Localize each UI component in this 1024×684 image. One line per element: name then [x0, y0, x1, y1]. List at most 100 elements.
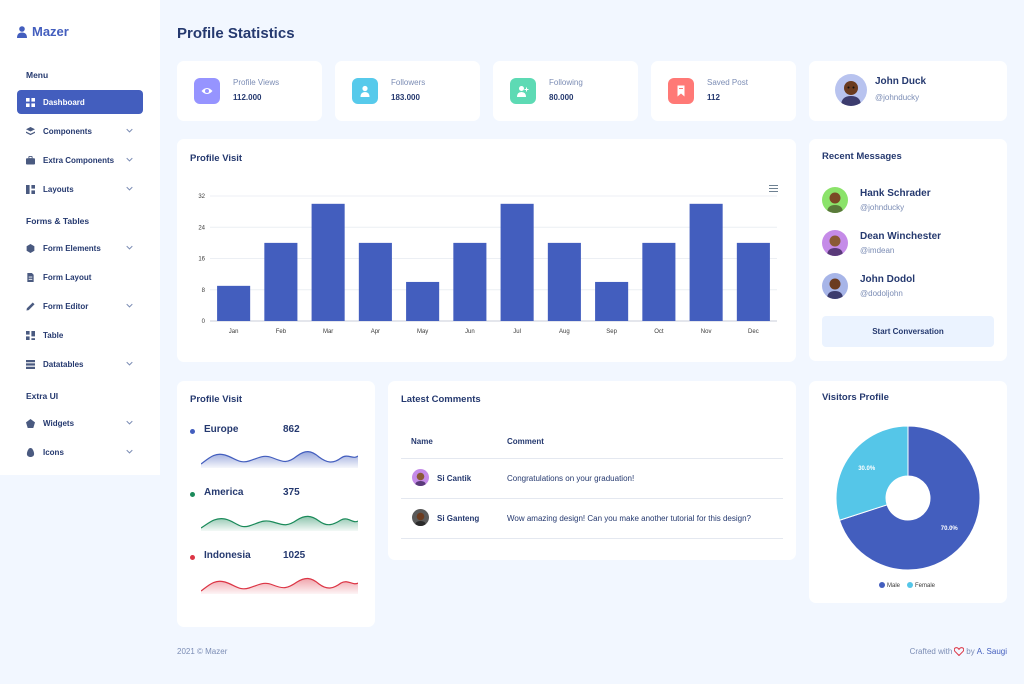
x-tick-label: Mar — [323, 329, 333, 335]
avatar — [822, 273, 848, 299]
sidebar-item-table[interactable]: Table — [17, 323, 143, 347]
sidebar-item-label: Components — [43, 126, 92, 136]
footer-author-link[interactable]: A. Saugi — [976, 647, 1007, 656]
region-visits-title: Profile Visit — [190, 394, 243, 405]
stat-value: 112 — [707, 93, 720, 102]
pie-slice — [838, 425, 981, 571]
sidebar-item-icons[interactable]: Icons — [17, 440, 143, 464]
y-tick-label: 8 — [202, 288, 206, 294]
sidebar-item-form-elements[interactable]: Form Elements — [17, 236, 143, 260]
bar — [547, 242, 581, 321]
profile-visit-chart-card: Profile Visit 0 8 16 24 32 Jan Feb Mar Apr May Jun… — [177, 139, 796, 362]
footer-crafted-text: Crafted with — [909, 647, 953, 656]
chevron-down-icon — [126, 245, 133, 250]
sidebar-item-label: Form Elements — [43, 243, 101, 253]
message-sender-name[interactable]: John Dodol — [860, 274, 915, 285]
slice-value-label: 70.0% — [941, 526, 959, 532]
sidebar-section-forms: Forms & Tables — [26, 216, 90, 226]
message-sender-name[interactable]: Hank Schrader — [860, 188, 931, 199]
sidebar-item-datatables[interactable]: Datatables — [17, 352, 143, 376]
eye-icon — [194, 78, 220, 104]
bar — [453, 242, 487, 321]
stat-value: 112.000 — [233, 93, 262, 102]
legend-label: Male — [887, 583, 901, 589]
chevron-down-icon — [126, 186, 133, 191]
profile-card[interactable]: John Duck @johnducky — [809, 61, 1007, 121]
legend-marker — [879, 582, 885, 588]
x-tick-label: Aug — [559, 329, 570, 335]
column-header-name: Name — [411, 437, 433, 446]
pie-slice — [835, 425, 909, 521]
comment-author: Si Ganteng — [437, 514, 480, 523]
x-tick-label: May — [417, 329, 428, 335]
dot-icon — [190, 429, 195, 434]
sidebar-item-label: Dashboard — [43, 97, 85, 107]
brand-name: Mazer — [32, 24, 69, 39]
sidebar: Mazer Menu Dashboard Components Extra Co… — [0, 0, 160, 475]
chevron-down-icon — [126, 449, 133, 454]
sidebar-item-label: Layouts — [43, 184, 74, 194]
profile-name: John Duck — [875, 76, 927, 87]
footer-credits: Crafted with by A. Saugi — [910, 647, 1007, 656]
user-icon — [352, 78, 378, 104]
stat-label: Saved Post — [707, 78, 748, 87]
stat-label: Following — [549, 78, 583, 87]
pentagon-icon — [26, 418, 35, 428]
profile-handle: @johnducky — [875, 93, 920, 102]
region-name: America — [204, 487, 244, 498]
chevron-down-icon — [126, 128, 133, 133]
sidebar-section-extra-ui: Extra UI — [26, 391, 59, 401]
region-name: Indonesia — [204, 550, 251, 561]
divider — [401, 538, 783, 539]
sidebar-item-layouts[interactable]: Layouts — [17, 177, 143, 201]
avatar — [822, 187, 848, 213]
page-title: Profile Statistics — [177, 25, 295, 42]
sparkline-indonesia — [201, 577, 358, 594]
region-name: Europe — [204, 424, 239, 435]
sidebar-item-form-layout[interactable]: Form Layout — [17, 265, 143, 289]
sidebar-item-dashboard[interactable]: Dashboard — [17, 90, 143, 114]
sidebar-item-form-editor[interactable]: Form Editor — [17, 294, 143, 318]
x-tick-label: Nov — [701, 329, 712, 335]
stat-card-following: Following 80.000 — [493, 61, 638, 121]
stat-label: Profile Views — [233, 78, 280, 87]
comment-author: Si Cantik — [437, 474, 472, 483]
dot-icon — [190, 555, 195, 560]
sidebar-item-extra-components[interactable]: Extra Components — [17, 148, 143, 172]
avatar — [412, 469, 429, 486]
user-logo-icon — [17, 25, 27, 38]
bar — [311, 203, 345, 321]
x-tick-label: Oct — [654, 329, 664, 335]
x-tick-label: Dec — [748, 329, 759, 335]
sidebar-item-label: Extra Components — [43, 155, 115, 165]
sidebar-item-widgets[interactable]: Widgets — [17, 411, 143, 435]
x-tick-label: Jul — [513, 329, 521, 335]
comment-text: Congratulations on your graduation! — [507, 474, 635, 483]
start-conversation-button[interactable]: Start Conversation — [822, 316, 994, 347]
bar — [736, 242, 770, 321]
hexagon-icon — [26, 243, 35, 253]
sidebar-item-label: Table — [43, 330, 64, 340]
region-visits-card: Profile Visit Europe 862 America 375 Ind… — [177, 381, 375, 627]
dot-icon — [190, 492, 195, 497]
visitors-profile-card: Visitors Profile 70.0% 30.0% Male Female — [809, 381, 1007, 603]
datatable-icon — [26, 359, 35, 369]
hamburger-icon[interactable] — [769, 185, 779, 193]
brand-logo[interactable]: Mazer — [17, 24, 69, 39]
x-tick-label: Feb — [276, 329, 287, 335]
message-sender-name[interactable]: Dean Winchester — [860, 231, 942, 242]
recent-messages-card: Recent Messages Hank Schrader @johnducky… — [809, 139, 1007, 361]
footer-copyright: 2021 © Mazer — [177, 647, 228, 656]
file-icon — [26, 272, 35, 282]
sidebar-item-components[interactable]: Components — [17, 119, 143, 143]
y-tick-label: 0 — [202, 319, 206, 325]
user-plus-icon — [510, 78, 536, 104]
stat-label: Followers — [391, 78, 426, 87]
message-sender-handle: @johnducky — [860, 203, 905, 212]
message-sender-handle: @imdean — [860, 246, 895, 255]
layout-icon — [26, 184, 35, 194]
x-tick-label: Jan — [229, 329, 239, 335]
recent-messages-title: Recent Messages — [822, 151, 902, 162]
y-tick-label: 24 — [198, 225, 205, 231]
chevron-down-icon — [126, 361, 133, 366]
